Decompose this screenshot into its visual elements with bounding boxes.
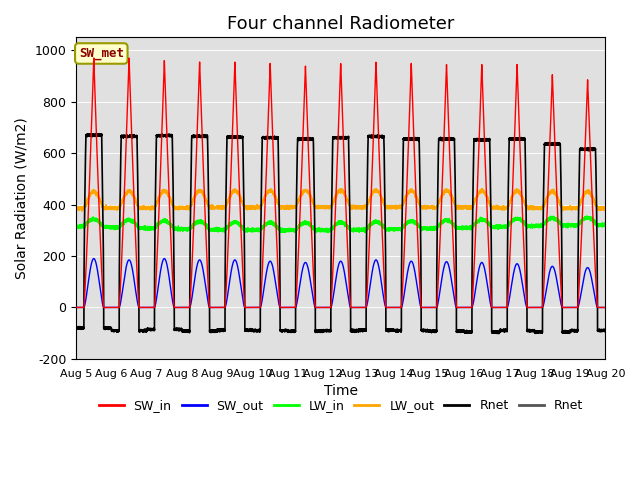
Title: Four channel Radiometer: Four channel Radiometer <box>227 15 454 33</box>
Legend: SW_in, SW_out, LW_in, LW_out, Rnet, Rnet: SW_in, SW_out, LW_in, LW_out, Rnet, Rnet <box>93 394 588 417</box>
X-axis label: Time: Time <box>324 384 358 398</box>
Text: SW_met: SW_met <box>79 47 124 60</box>
Y-axis label: Solar Radiation (W/m2): Solar Radiation (W/m2) <box>15 117 29 279</box>
